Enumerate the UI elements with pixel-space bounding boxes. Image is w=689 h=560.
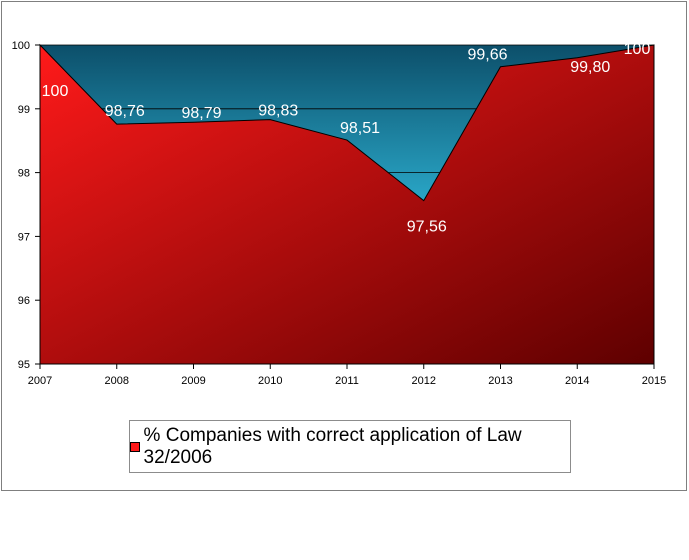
legend-swatch [130, 441, 140, 452]
x-tick-label: 2014 [565, 375, 589, 387]
x-tick-label: 2007 [28, 375, 52, 387]
x-tick-label: 2015 [642, 375, 666, 387]
y-tick-label: 99 [18, 104, 30, 116]
data-label: 100 [42, 83, 69, 100]
x-axis-ticks: 2007 2008 2009 2010 2011 2012 2013 2014 2015 [28, 375, 666, 387]
y-axis-ticks: 95 96 97 98 99 100 [12, 40, 30, 371]
y-tick-label: 100 [12, 40, 30, 52]
x-tick-label: 2012 [412, 375, 436, 387]
legend: % Companies with correct application of … [129, 420, 571, 473]
y-tick-label: 95 [18, 359, 30, 371]
x-tick-label: 2009 [181, 375, 205, 387]
legend-entry: % Companies with correct application of … [143, 424, 522, 468]
data-label: 97,56 [407, 219, 447, 236]
x-tick-label: 2010 [258, 375, 282, 387]
y-tick-label: 96 [18, 295, 30, 307]
x-tick-label: 2013 [488, 375, 512, 387]
data-label: 99,80 [570, 59, 610, 76]
y-tick-label: 97 [18, 231, 30, 243]
data-label: 98,51 [340, 120, 380, 137]
data-label: 98,76 [105, 103, 145, 120]
y-tick-label: 98 [18, 168, 30, 180]
data-label: 99,66 [467, 47, 507, 64]
data-label: 100 [624, 41, 651, 58]
chart-frame: 95 96 97 98 99 100 2007 2008 2009 2010 2011 2012 20… [1, 1, 687, 491]
x-tick-label: 2008 [105, 375, 129, 387]
area-series [39, 43, 655, 365]
x-tick-label: 2011 [335, 375, 359, 387]
data-labels: 100 98,76 98,79 98,83 98,51 97,56 99,66 99,80 10… [42, 41, 651, 236]
axes [35, 44, 655, 369]
data-label: 98,83 [258, 103, 298, 120]
data-label: 98,79 [181, 105, 221, 122]
